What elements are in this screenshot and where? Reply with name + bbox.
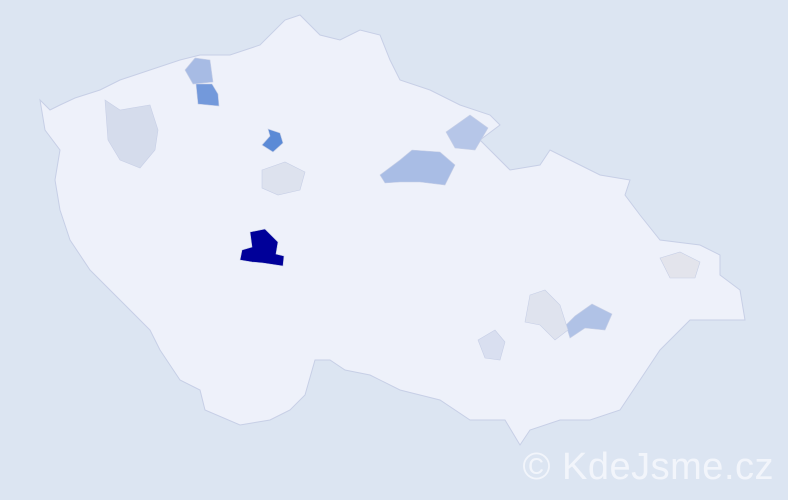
district-high[interactable] xyxy=(195,83,220,107)
district-medium[interactable] xyxy=(445,114,489,151)
watermark: © KdeJsme.cz xyxy=(522,446,774,488)
district-low[interactable] xyxy=(477,329,506,361)
district-medium[interactable] xyxy=(184,57,214,85)
district-low[interactable] xyxy=(524,289,569,341)
country-outline xyxy=(39,14,746,446)
district-low[interactable] xyxy=(261,161,306,196)
district-high[interactable] xyxy=(261,128,284,153)
district-low[interactable] xyxy=(659,251,701,279)
district-low[interactable] xyxy=(104,99,159,169)
district-medium[interactable] xyxy=(379,149,456,186)
district-highest[interactable] xyxy=(239,228,285,267)
